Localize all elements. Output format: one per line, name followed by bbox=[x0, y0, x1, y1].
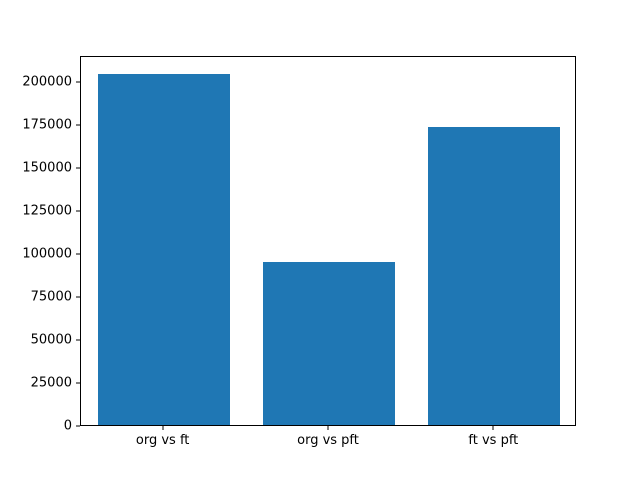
y-tick-label: 75000 bbox=[30, 289, 72, 305]
y-tick-mark bbox=[76, 253, 80, 255]
bar-org-vs-pft bbox=[262, 261, 396, 425]
x-tick-mark bbox=[327, 426, 329, 430]
bar-org-vs-ft bbox=[97, 73, 230, 425]
y-tick-mark bbox=[76, 382, 80, 384]
y-tick-mark bbox=[76, 425, 80, 427]
y-tick-label: 100000 bbox=[22, 246, 72, 262]
x-tick-mark bbox=[492, 426, 494, 430]
y-tick-label: 50000 bbox=[30, 332, 72, 348]
x-tick-label-org-vs-pft: org vs pft bbox=[297, 433, 359, 448]
y-tick-label: 200000 bbox=[22, 74, 72, 90]
bar-ft-vs-pft bbox=[428, 127, 561, 425]
y-tick-label: 0 bbox=[63, 418, 72, 434]
y-tick-label: 150000 bbox=[22, 160, 72, 176]
y-tick-label: 175000 bbox=[22, 117, 72, 133]
y-tick-mark bbox=[76, 81, 80, 83]
plot-area bbox=[80, 56, 576, 426]
x-tick-label-ft-vs-pft: ft vs pft bbox=[468, 433, 519, 448]
x-tick-label-org-vs-ft: org vs ft bbox=[135, 433, 190, 448]
y-tick-label: 25000 bbox=[30, 375, 72, 391]
y-tick-mark bbox=[76, 124, 80, 126]
y-tick-label: 125000 bbox=[22, 203, 72, 219]
y-tick-mark bbox=[76, 296, 80, 298]
y-tick-mark bbox=[76, 210, 80, 212]
y-tick-mark bbox=[76, 167, 80, 169]
x-tick-mark bbox=[162, 426, 164, 430]
y-tick-mark bbox=[76, 339, 80, 341]
